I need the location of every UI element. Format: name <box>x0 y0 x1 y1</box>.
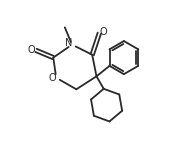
Text: O: O <box>99 27 107 37</box>
Text: O: O <box>49 73 56 84</box>
Text: O: O <box>28 45 36 55</box>
Text: N: N <box>65 38 72 48</box>
